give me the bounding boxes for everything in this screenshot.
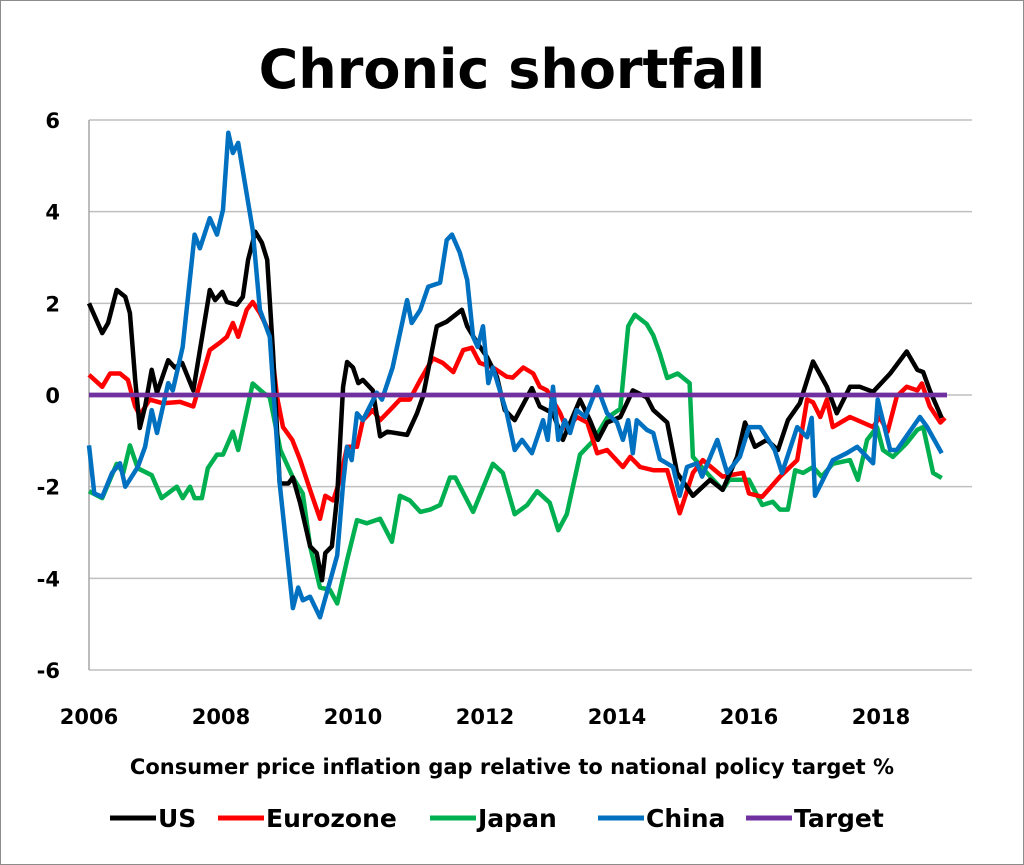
y-tick-label: 6	[45, 109, 60, 133]
legend-item-eurozone: Eurozone	[218, 804, 397, 833]
x-tick-label: 2012	[456, 705, 514, 729]
chart-title: Chronic shortfall	[259, 38, 766, 101]
y-tick-label: -6	[37, 659, 60, 683]
legend-item-japan: Japan	[430, 804, 557, 833]
legend-item-china: China	[598, 804, 725, 833]
series-line-china	[86, 130, 944, 620]
x-tick-label: 2010	[324, 705, 382, 729]
legend-label: Japan	[476, 804, 557, 833]
legend-item-target: Target	[746, 804, 884, 833]
legend-label: US	[158, 804, 196, 833]
legend-label: Eurozone	[266, 804, 397, 833]
legend-label: China	[646, 804, 725, 833]
x-tick-label: 2006	[60, 705, 118, 729]
series-line-eurozone	[87, 299, 947, 522]
x-axis-ticks: 2006 2008 2010 2012 2014 2016 2018	[60, 705, 910, 729]
y-tick-label: -2	[37, 476, 60, 500]
y-tick-label: 2	[45, 292, 60, 316]
y-tick-label: 4	[45, 201, 60, 225]
y-tick-label: 0	[45, 384, 60, 408]
series-line-us	[86, 229, 944, 583]
legend: US Eurozone Japan China Target	[110, 804, 884, 833]
x-tick-label: 2018	[852, 705, 910, 729]
x-tick-label: 2016	[720, 705, 778, 729]
series-line-japan	[87, 312, 943, 606]
y-tick-label: -4	[37, 567, 60, 591]
legend-item-us: US	[110, 804, 196, 833]
series-lines	[86, 130, 947, 620]
legend-label: Target	[794, 804, 884, 833]
x-tick-label: 2008	[192, 705, 250, 729]
x-tick-label: 2014	[588, 705, 646, 729]
x-axis-label: Consumer price inflation gap relative to…	[130, 755, 894, 779]
y-axis-ticks: -6 -4 -2 0 2 4 6	[37, 109, 60, 683]
